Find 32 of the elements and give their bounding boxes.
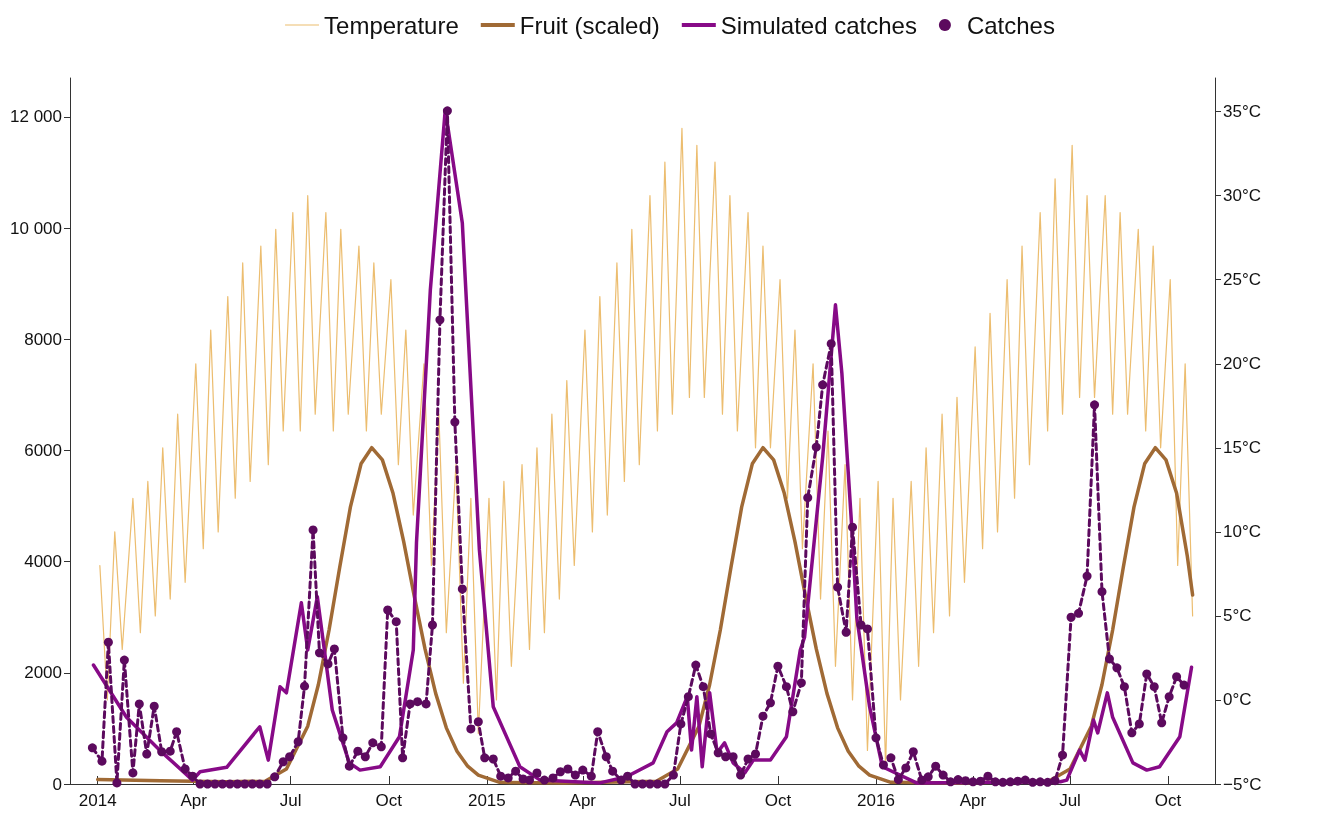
y2-tick-label: 25°C — [1223, 270, 1261, 290]
x-tick-label: 2015 — [467, 791, 506, 810]
y2-tick-label: 5°C — [1223, 606, 1252, 626]
x-tick-label: 2016 — [857, 791, 895, 810]
y-tick-label: 4000 — [24, 552, 62, 572]
y-tick-label: 2000 — [24, 663, 62, 683]
x-tick-label: Apr — [959, 791, 987, 810]
y2-tick-label: 35°C — [1223, 102, 1261, 122]
y-tick-label: 10 000 — [10, 218, 62, 238]
legend-label: Simulated catches — [720, 11, 917, 39]
x-tick-label: Apr — [569, 791, 597, 810]
y2-tick-label: 10°C — [1223, 522, 1261, 542]
legend-label: Catches — [966, 11, 1055, 39]
y-tick-label: 12 000 — [10, 107, 62, 127]
y-tick-label: 8000 — [24, 329, 62, 349]
y2-tick-label: 30°C — [1223, 186, 1261, 206]
y2-tick-label: −5°C — [1223, 774, 1262, 794]
x-tick-label: Apr — [180, 791, 208, 810]
x-tick-label: Jul — [1059, 791, 1081, 810]
x-tick-label: Jul — [279, 791, 302, 810]
x-tick-label: Oct — [1154, 791, 1182, 810]
x-tick-label: 2014 — [78, 791, 117, 810]
legend-label: Temperature — [324, 11, 459, 39]
y-tick-label: 6000 — [24, 440, 62, 460]
x-tick-label: Jul — [668, 791, 691, 810]
y2-tick-label: 15°C — [1223, 438, 1261, 458]
y2-tick-label: 0°C — [1223, 690, 1252, 710]
x-tick-label: Oct — [375, 791, 403, 810]
y2-tick-label: 20°C — [1223, 354, 1261, 374]
y-tick-label: 0 — [52, 774, 62, 794]
legend-label: Fruit (scaled) — [519, 11, 660, 39]
x-tick-label: Oct — [764, 791, 792, 810]
